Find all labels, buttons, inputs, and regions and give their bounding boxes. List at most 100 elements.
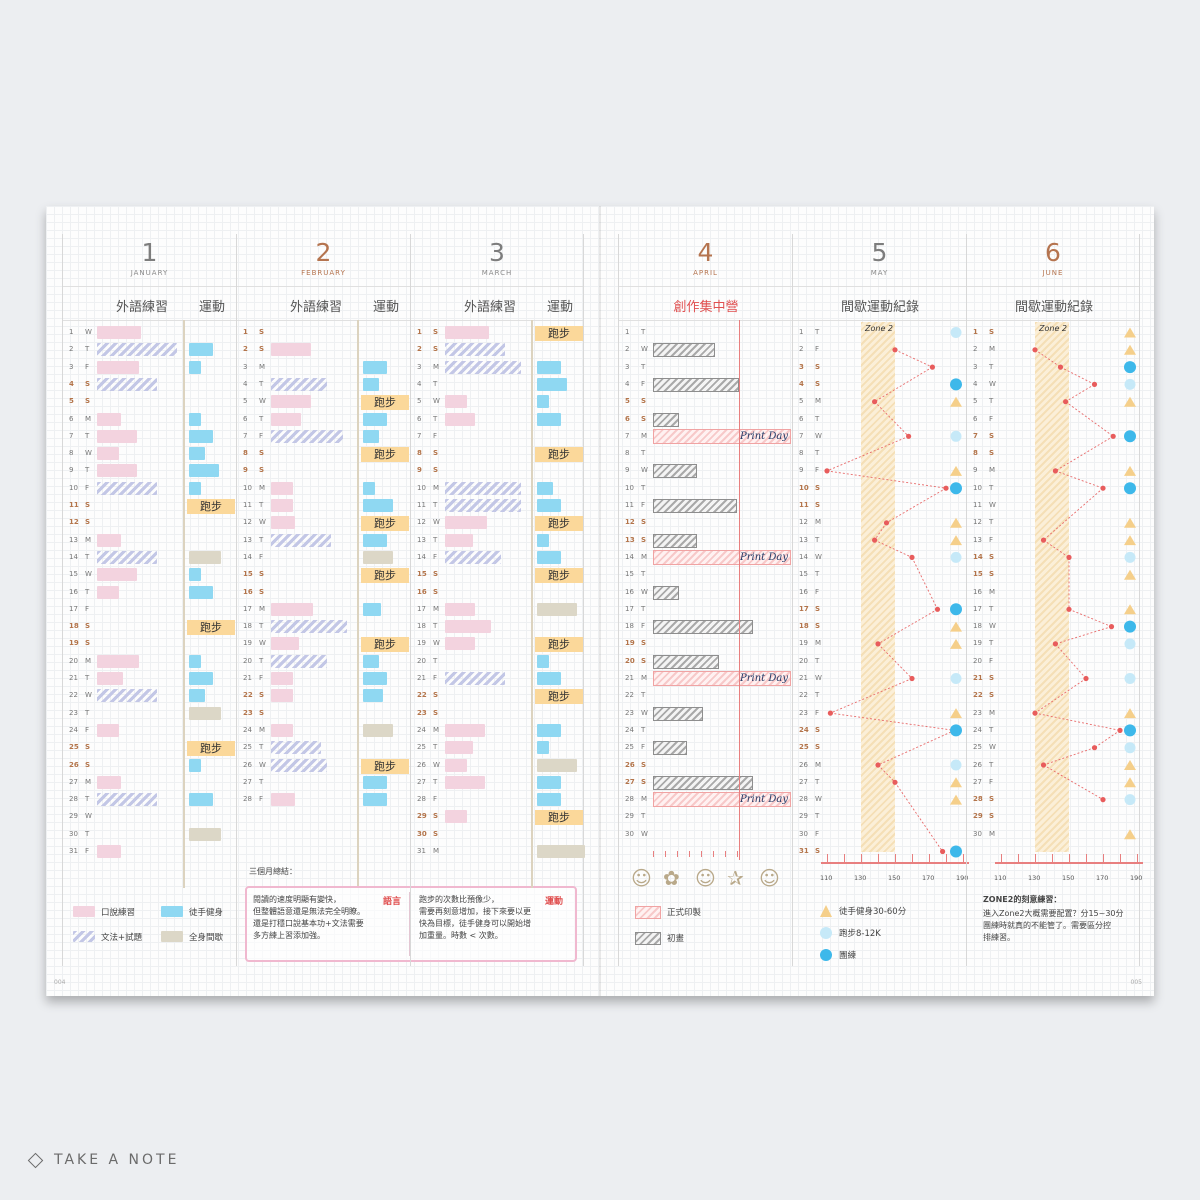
hr-axis-tick [878, 854, 879, 862]
hr-point [1032, 710, 1038, 716]
strength-mark [363, 360, 387, 374]
day-number: 7 [417, 431, 422, 440]
running-tag: 跑步 [361, 395, 409, 411]
day-number: 28 [69, 795, 78, 804]
grammar-mark [97, 550, 157, 564]
hr-axis-label: 150 [888, 874, 901, 882]
strength-mark [537, 360, 561, 374]
hr-line-segment [886, 487, 947, 524]
hr-line-segment [1094, 730, 1121, 749]
strength-mark [189, 447, 205, 461]
hr-axis-label: 110 [994, 874, 1007, 882]
hr-line-segment [894, 782, 943, 852]
print-legend-label: 正式印製 [667, 908, 702, 918]
day-number: 5 [243, 397, 248, 406]
speaking-mark [97, 775, 121, 789]
run-marker [1124, 638, 1136, 650]
print-day-bar: Print Day [653, 428, 791, 444]
day-number: 21 [625, 674, 634, 682]
draft-bar [653, 533, 697, 548]
weekday-letter: T [641, 449, 646, 458]
group-run-marker [950, 482, 962, 495]
weekday-letter: F [85, 362, 90, 371]
intermittent-mark [537, 758, 577, 772]
day-number: 22 [799, 691, 808, 700]
hr-point [1117, 727, 1123, 733]
header-divider [63, 320, 236, 321]
summary-exercise-line: 加重量。時數 < 次數。 [419, 931, 503, 940]
header-divider [967, 286, 1139, 287]
strength-marker [950, 794, 962, 805]
hr-line-segment [1060, 366, 1095, 385]
speaking-mark [271, 395, 311, 409]
weekday-letter: S [85, 501, 91, 509]
day-number: 26 [973, 760, 982, 769]
hr-point [1066, 554, 1072, 560]
weekday-letter: S [433, 328, 439, 336]
strength-marker [950, 708, 962, 719]
day-number: 12 [243, 518, 252, 527]
hr-point [1108, 624, 1115, 630]
month-name: MAY [870, 269, 889, 277]
day-number: 27 [973, 777, 982, 786]
strength-mark [189, 672, 213, 685]
running-tag: 跑步 [361, 758, 409, 774]
draft-bar [653, 343, 715, 358]
strength-mark [363, 499, 393, 512]
day-number: 14 [625, 552, 634, 561]
speaking-mark [97, 326, 141, 339]
grammar-mark [271, 377, 327, 391]
weekday-letter: F [85, 725, 90, 734]
day-number: 18 [799, 622, 809, 631]
weekday-letter: S [85, 743, 91, 752]
speaking-legend-label: 口說練習 [101, 908, 136, 918]
hr-line-segment [1043, 747, 1095, 766]
weekday-letter: S [989, 552, 995, 561]
day-number: 19 [625, 639, 635, 648]
weekday-letter: M [641, 431, 648, 440]
strength-marker [950, 638, 962, 649]
grammar-mark [97, 481, 157, 495]
day-number: 9 [799, 466, 804, 475]
day-number: 17 [69, 604, 78, 613]
day-number: 13 [799, 535, 808, 544]
day-number: 2 [69, 345, 74, 354]
weekday-letter: T [433, 414, 438, 423]
weekday-letter: T [989, 483, 994, 492]
month-column-apr: 4 APRIL 創作集中營 1 T 2 W 3 T 4 F 5 S 6 S 7 M 8 T 9 W 10 T 11 F 12 S 13… [618, 234, 792, 966]
intermittent-mark [537, 845, 585, 858]
running-tag: 跑步 [361, 516, 409, 532]
weekday-letter: T [641, 483, 646, 492]
weekday-letter: F [815, 708, 820, 717]
day-number: 27 [625, 777, 635, 786]
running-tag: 跑步 [361, 637, 409, 653]
month-number: 5 [871, 238, 888, 267]
hr-point [824, 468, 830, 474]
weekday-letter: W [641, 829, 648, 838]
day-number: 31 [799, 847, 809, 855]
hr-point [1032, 347, 1038, 353]
hr-axis-tick [1001, 854, 1002, 862]
month-column-feb: 2 FEBRUARY 外語練習 運動 1 S 2 S 3 M 4 T 5 W 6 T 7 F 8 S 9 S 10 M 11 T 1… [236, 234, 577, 966]
run-marker [950, 673, 962, 684]
hr-line-segment [877, 764, 896, 783]
intermittent-mark [537, 602, 577, 616]
day-number: 30 [69, 829, 78, 838]
strength-mark [189, 654, 201, 668]
weekday-letter: S [259, 691, 265, 700]
weekday-letter: M [433, 604, 440, 613]
day-number: 26 [625, 760, 635, 769]
day-number: 18 [973, 622, 982, 631]
weekday-letter: S [433, 345, 439, 354]
month-name: FEBRUARY [301, 269, 346, 277]
weekday-letter: M [815, 639, 822, 648]
day-number: 10 [973, 483, 982, 492]
day-number: 19 [243, 639, 252, 648]
speaking-mark [97, 447, 119, 461]
day-number: 25 [417, 743, 426, 752]
day-number: 15 [973, 570, 983, 579]
summary-title: 三個月總結： [249, 867, 297, 876]
flower-icon: ✿ [663, 866, 680, 890]
running-tag: 跑步 [187, 620, 235, 636]
run-marker [1124, 673, 1136, 684]
